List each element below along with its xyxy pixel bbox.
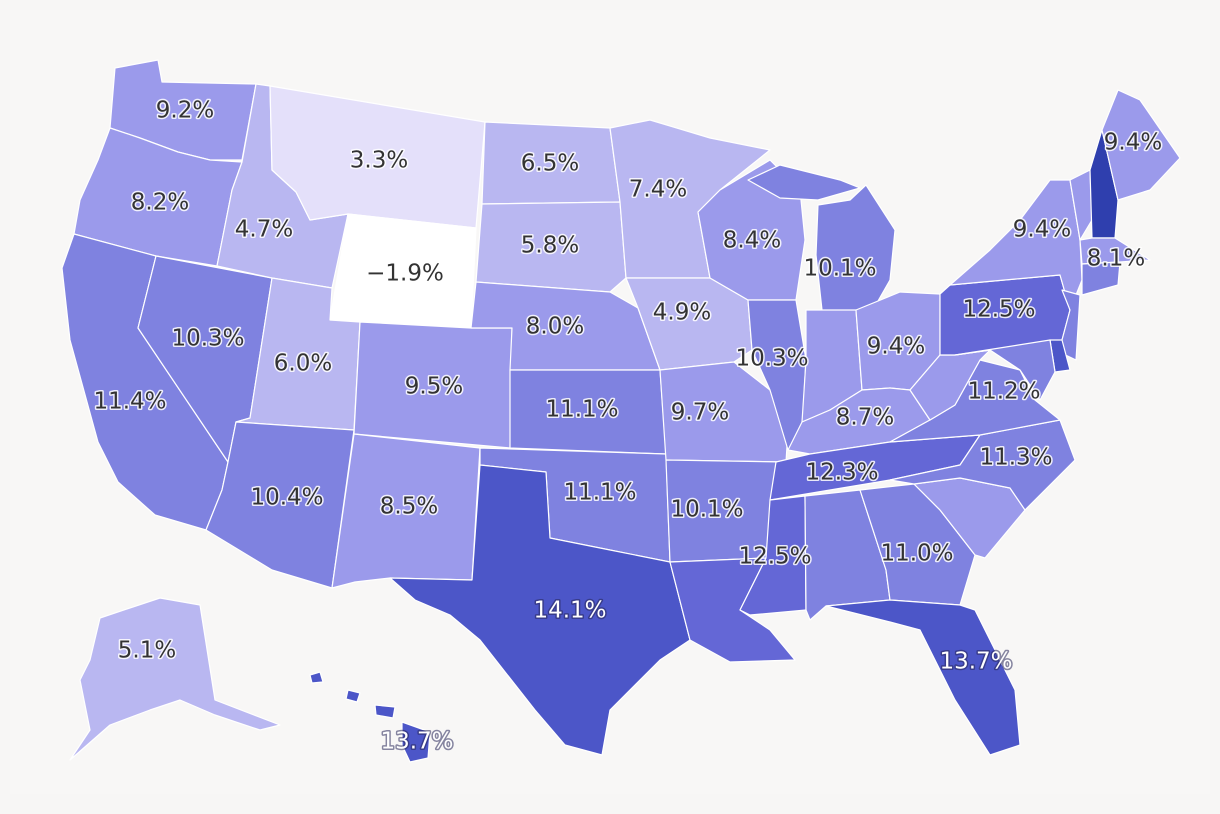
state-label-il: 10.3% [735,346,808,372]
state-ct[interactable] [1081,261,1121,296]
state-label-ne: 8.0% [526,314,584,340]
state-label-wi: 8.4% [723,228,781,254]
state-label-or: 8.2% [131,190,189,216]
state-label-ut: 6.0% [274,351,332,377]
state-label-hi: 13.7% [380,729,453,755]
state-me[interactable] [1101,89,1181,201]
state-label-wa: 9.2% [156,98,214,124]
state-label-va: 11.2% [967,379,1040,405]
state-label-co: 9.5% [405,374,463,400]
state-label-ky: 8.7% [836,405,894,431]
state-label-nd: 6.5% [521,151,579,177]
state-hi[interactable] [309,671,431,763]
state-label-wy: −1.9% [366,261,444,287]
state-label-ok: 11.1% [563,480,636,506]
state-label-tx: 14.1% [533,598,606,624]
state-label-nc: 11.3% [979,445,1052,471]
state-mi[interactable] [747,164,896,316]
us-choropleth-map: 9.2% 8.2% 11.4% 10.3% 4.7% 3.3% −1.9% 6.0% 10.4%… [61,59,1181,763]
state-ak[interactable] [69,597,281,761]
state-label-ks: 11.1% [545,397,618,423]
state-label-ca: 11.4% [93,389,166,415]
state-label-oh: 9.4% [867,334,925,360]
state-label-ia: 4.9% [653,300,711,326]
state-label-ms: 12.5% [738,544,811,570]
state-label-mt: 3.3% [350,148,408,174]
state-label-mi: 10.1% [803,256,876,282]
state-sd[interactable] [475,201,627,293]
state-label-ga: 11.0% [880,541,953,567]
state-tx[interactable] [389,464,691,756]
state-label-ny: 9.4% [1013,217,1071,243]
state-label-sd: 5.8% [521,233,579,259]
state-fl[interactable] [825,599,1021,756]
state-label-id: 4.7% [235,217,293,243]
state-nh[interactable] [1089,129,1119,239]
state-label-ar: 10.1% [670,497,743,523]
state-label-me: 9.4% [1104,130,1162,156]
state-label-ak: 5.1% [118,638,176,664]
state-label-tn: 12.3% [805,460,878,486]
state-nc[interactable] [889,419,1076,511]
state-label-az: 10.4% [250,485,323,511]
state-label-nm: 8.5% [380,494,438,520]
state-label-mo: 9.7% [671,400,729,426]
state-label-mn: 7.4% [629,177,687,203]
state-mt[interactable] [269,85,486,229]
state-label-nv: 10.3% [171,326,244,352]
state-label-ma: 8.1% [1087,246,1145,272]
map-frame: 9.2% 8.2% 11.4% 10.3% 4.7% 3.3% −1.9% 6.0% 10.4%… [10,10,1210,794]
state-label-pa: 12.5% [962,297,1035,323]
state-label-fl: 13.7% [939,649,1012,675]
state-md[interactable] [954,339,1056,401]
